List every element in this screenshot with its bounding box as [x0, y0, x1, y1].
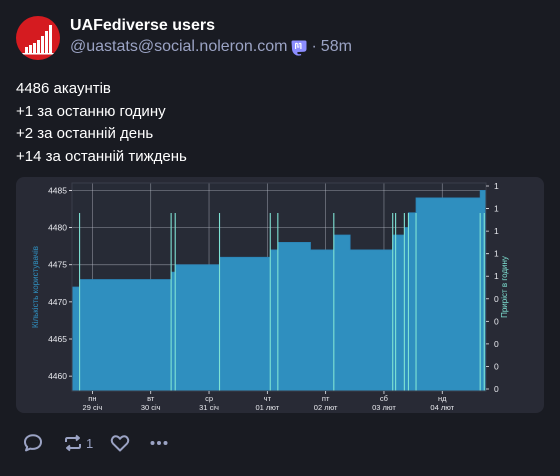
y-tick-label: 4480: [48, 223, 67, 233]
y2-tick-label: 1: [494, 271, 499, 281]
x-tick-day: пн: [88, 394, 96, 403]
boost-count: 1: [86, 435, 94, 451]
status-line-hour: +1 за останню годину: [16, 102, 166, 120]
x-tick-date: 30 січ: [141, 403, 161, 412]
relative-time[interactable]: 58m: [320, 38, 352, 55]
account-handle[interactable]: @uastats@social.noleron.com: [70, 38, 288, 55]
y2-tick-label: 1: [494, 204, 499, 214]
x-tick-day: сб: [380, 394, 388, 403]
x-tick-date: 29 січ: [83, 403, 103, 412]
status-header: UAFediverse users @uastats@social.nolero…: [16, 16, 544, 60]
x-tick-day: ср: [205, 394, 213, 403]
meta-separator: ·: [311, 38, 317, 55]
y-tick-label: 4465: [48, 334, 67, 344]
boost-icon: [62, 432, 84, 454]
x-tick-date: 01 лют: [255, 403, 279, 412]
y2-tick-label: 1: [494, 181, 499, 191]
y2-axis-title: Приріст в годину: [500, 256, 509, 318]
y2-tick-label: 0: [494, 361, 499, 371]
x-tick-day: вт: [147, 394, 155, 403]
plot-border: [71, 182, 487, 392]
x-tick-date: 02 лют: [314, 403, 338, 412]
y2-tick-label: 0: [494, 384, 499, 394]
status-content: 4486 акаунтів +1 за останню годину +2 за…: [16, 78, 544, 168]
media-attachment[interactable]: 4485 4480 4475 4470 4465 4460 1 1 1 1 1 0 0 0 0 0 пн 29 с…: [16, 177, 544, 413]
status-line-week: +14 за останній тиждень: [16, 147, 187, 165]
x-tick-date: 03 лют: [372, 403, 396, 412]
y2-tick-label: 1: [494, 249, 499, 259]
y-tick-label: 4460: [48, 371, 67, 381]
x-tick-date: 04 лют: [430, 403, 454, 412]
account-meta: @uastats@social.noleron.com · 58m: [70, 38, 352, 56]
y2-tick-label: 1: [494, 226, 499, 236]
more-icon: [148, 432, 170, 454]
display-name[interactable]: UAFediverse users: [70, 17, 215, 34]
bar-chart-logo-icon: [21, 25, 55, 55]
y-tick-label: 4470: [48, 297, 67, 307]
reply-icon: [22, 432, 44, 454]
y2-tick-label: 0: [494, 316, 499, 326]
status-action-bar: 1: [16, 432, 316, 456]
x-tick-day: чт: [264, 394, 272, 403]
boost-button[interactable]: 1: [62, 432, 93, 454]
status-line-accounts: 4486 акаунтів: [16, 80, 111, 97]
more-button[interactable]: [148, 432, 170, 454]
avatar[interactable]: [16, 16, 60, 60]
status-line-day: +2 за останній день: [16, 125, 154, 142]
y2-tick-label: 0: [494, 294, 499, 304]
x-tick-day: нд: [438, 394, 447, 403]
heart-icon: [109, 432, 131, 454]
reply-button[interactable]: [22, 432, 44, 454]
favourite-button[interactable]: [109, 432, 131, 454]
mastodon-icon: [291, 39, 307, 56]
y-axis-title: Кількість користувачів: [31, 246, 40, 328]
y-tick-label: 4475: [48, 260, 67, 270]
x-tick-date: 31 січ: [199, 403, 219, 412]
y-tick-label: 4485: [48, 185, 67, 195]
y2-tick-label: 0: [494, 339, 499, 349]
x-tick-day: пт: [322, 394, 330, 403]
